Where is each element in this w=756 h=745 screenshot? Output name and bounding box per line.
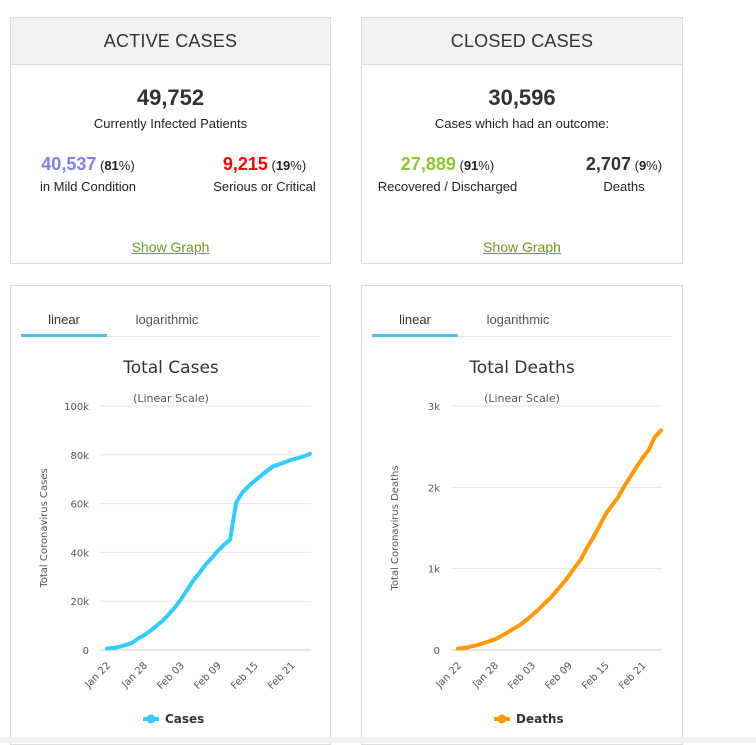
x-tick-label: Jan 22 bbox=[82, 660, 113, 691]
y-tick-label: 1k bbox=[428, 565, 440, 576]
y-tick-label: 3k bbox=[428, 402, 440, 413]
total-cases-chart-panel: linear logarithmic Total Cases (Linear Sc… bbox=[10, 285, 331, 745]
legend-swatch-marker bbox=[497, 714, 507, 724]
serious-pct: (19%) bbox=[271, 158, 307, 173]
active-show-graph-link[interactable]: Show Graph bbox=[131, 239, 210, 255]
serious-label: Serious or Critical bbox=[213, 179, 316, 194]
y-tick-label: 0 bbox=[434, 646, 440, 657]
x-tick-label: Feb 15 bbox=[229, 660, 261, 692]
y-tick-label: 60k bbox=[70, 500, 89, 511]
legend-label: Cases bbox=[165, 712, 204, 726]
y-axis-label: Total Coronavirus Cases bbox=[39, 468, 50, 588]
y-tick-label: 0 bbox=[83, 646, 89, 657]
y-tick-label: 2k bbox=[428, 483, 440, 494]
recovered-stat: 27,889 (91%) Recovered / Discharged bbox=[370, 154, 525, 194]
y-axis-label: Total Coronavirus Deaths bbox=[390, 465, 401, 591]
y-tick-label: 100k bbox=[64, 402, 89, 413]
tab-logarithmic[interactable]: logarithmic bbox=[135, 311, 199, 327]
y-tick-label: 40k bbox=[70, 548, 89, 559]
closed-cases-subtitle: Cases which had an outcome: bbox=[434, 116, 610, 131]
x-tick-label: Jan 28 bbox=[470, 660, 501, 691]
y-tick-label: 20k bbox=[70, 597, 89, 608]
recovered-value: 27,889 bbox=[400, 154, 456, 174]
mild-label: in Mild Condition bbox=[39, 179, 137, 194]
total-deaths-chart: Total Deaths (Linear Scale) 0 1k 2k 3k Total C… bbox=[390, 358, 663, 726]
serious-condition-stat: 9,215 (19%) Serious or Critical bbox=[203, 154, 326, 194]
deaths-stat: 2,707 (9%) Deaths bbox=[574, 154, 674, 194]
page-bottom-bar bbox=[0, 737, 756, 743]
active-cases-subtitle: Currently Infected Patients bbox=[93, 116, 248, 131]
chart-subtitle: (Linear Scale) bbox=[133, 392, 209, 405]
x-tick-label: Jan 28 bbox=[119, 660, 150, 691]
mild-pct: (81%) bbox=[99, 158, 135, 173]
active-cases-total: 49,752 bbox=[136, 85, 205, 110]
tab-logarithmic[interactable]: logarithmic bbox=[486, 311, 550, 327]
recovered-label: Recovered / Discharged bbox=[377, 179, 518, 194]
closed-show-graph-link[interactable]: Show Graph bbox=[483, 239, 561, 255]
mild-condition-stat: 40,537 (81%) in Mild Condition bbox=[23, 154, 153, 194]
mild-value: 40,537 bbox=[41, 154, 97, 174]
chart-title: Total Cases bbox=[122, 358, 219, 378]
chart-title: Total Deaths bbox=[468, 358, 575, 378]
y-tick-label: 80k bbox=[70, 451, 89, 462]
x-tick-label: Feb 03 bbox=[155, 660, 187, 692]
recovered-pct: (91%) bbox=[459, 158, 495, 173]
x-tick-label: Jan 22 bbox=[433, 660, 464, 691]
closed-cases-panel: CLOSED CASES 30,596 Cases which had an o… bbox=[361, 17, 683, 264]
x-tick-label: Feb 21 bbox=[617, 660, 649, 692]
deaths-label: Deaths bbox=[603, 179, 645, 194]
serious-value: 9,215 bbox=[222, 154, 268, 174]
legend-label: Deaths bbox=[516, 712, 564, 726]
active-cases-panel: ACTIVE CASES 49,752 Currently Infected P… bbox=[10, 17, 331, 264]
total-cases-chart: Total Cases (Linear Scale) 0 20k 40k 60k 80k 10… bbox=[39, 358, 312, 726]
x-tick-label: Feb 15 bbox=[580, 660, 612, 692]
x-tick-label: Feb 09 bbox=[543, 660, 575, 692]
deaths-value: 2,707 bbox=[585, 154, 631, 174]
closed-cases-total: 30,596 bbox=[488, 85, 556, 110]
deaths-scale-tabs: linear logarithmic bbox=[372, 304, 672, 337]
series-line-cases bbox=[105, 451, 312, 651]
active-cases-header: ACTIVE CASES bbox=[11, 18, 330, 65]
tab-linear[interactable]: linear bbox=[21, 304, 107, 337]
total-deaths-chart-panel: linear logarithmic Total Deaths (Linear S… bbox=[361, 285, 683, 745]
series-line-deaths bbox=[456, 428, 663, 651]
cases-scale-tabs: linear logarithmic bbox=[21, 304, 320, 337]
x-tick-label: Feb 03 bbox=[506, 660, 538, 692]
closed-cases-header: CLOSED CASES bbox=[362, 18, 682, 65]
chart-subtitle: (Linear Scale) bbox=[484, 392, 560, 405]
deaths-pct: (9%) bbox=[634, 158, 663, 173]
tab-linear[interactable]: linear bbox=[372, 304, 458, 337]
x-tick-label: Feb 21 bbox=[266, 660, 298, 692]
legend-swatch-marker bbox=[146, 714, 156, 724]
x-tick-label: Feb 09 bbox=[192, 660, 224, 692]
